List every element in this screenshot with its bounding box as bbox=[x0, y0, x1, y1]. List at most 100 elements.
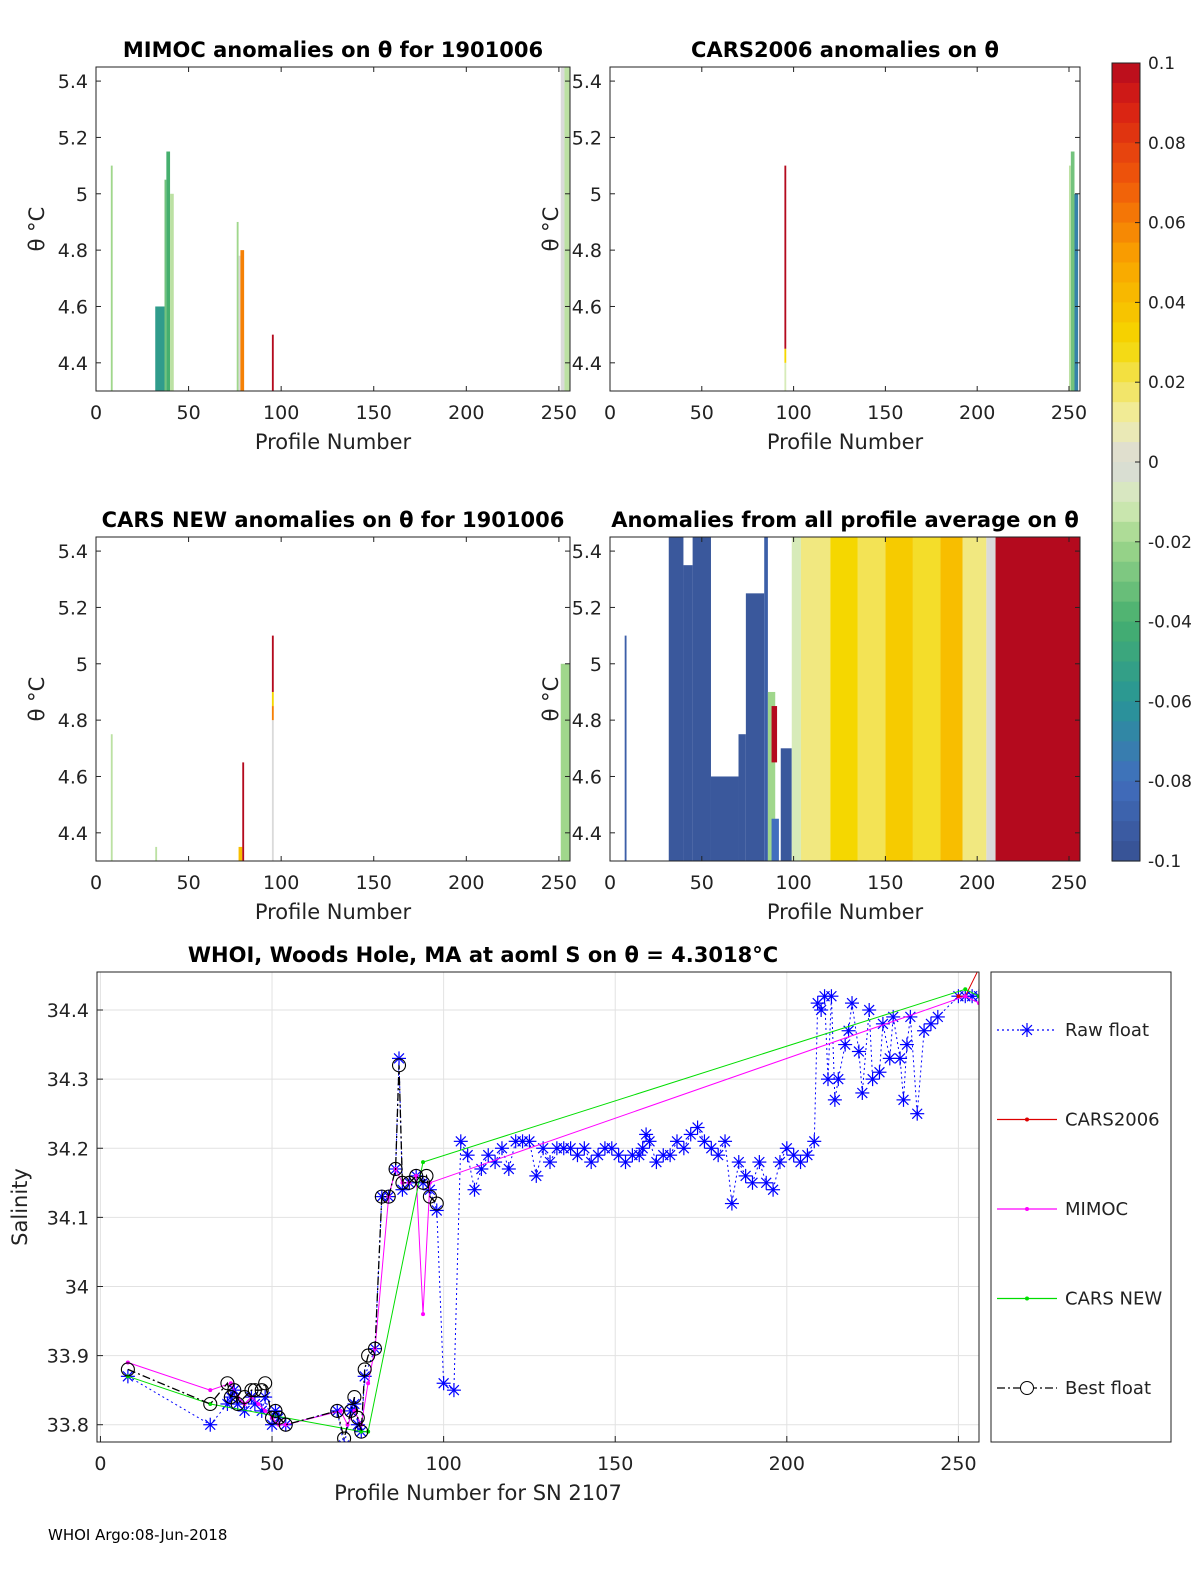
colorbar: 0.1 0.08 0.06 0.04 0.02 0 -0.02 -0.04 -0.06 -0.08… bbox=[1111, 54, 1192, 872]
y-tick-label: 5 bbox=[76, 654, 88, 676]
data-point bbox=[613, 1149, 625, 1161]
y-tick-label: 5.4 bbox=[572, 71, 602, 93]
legend-marker bbox=[1020, 1381, 1034, 1395]
y-tick-label: 4.4 bbox=[572, 353, 602, 375]
anomaly-patch-2 bbox=[784, 348, 787, 363]
colorbar-tick-label: -0.02 bbox=[1148, 533, 1192, 553]
data-point bbox=[503, 1163, 515, 1175]
y-tick-label: 34.1 bbox=[47, 1207, 89, 1229]
data-point bbox=[753, 1156, 765, 1168]
y-tick-label: 4.6 bbox=[572, 766, 602, 788]
anomaly-patch-1 bbox=[784, 362, 787, 391]
data-point bbox=[733, 1156, 745, 1168]
y-tick-label: 5.4 bbox=[58, 541, 88, 563]
data-point bbox=[846, 997, 858, 1009]
legend-item-cars2006: CARS2006 bbox=[997, 1110, 1160, 1131]
data-point bbox=[973, 990, 979, 998]
anomaly-patch-8 bbox=[271, 635, 274, 692]
data-point bbox=[874, 1066, 885, 1078]
anomaly-patch-14 bbox=[800, 537, 831, 861]
colorbar-swatch bbox=[1112, 681, 1140, 702]
footer-credit: WHOI Argo:08-Jun-2018 bbox=[48, 1526, 228, 1544]
legend-label: CARS2006 bbox=[1065, 1110, 1160, 1131]
data-point bbox=[264, 1410, 280, 1425]
y-tick-label: 4.8 bbox=[572, 710, 602, 732]
data-point bbox=[367, 1341, 383, 1356]
data-point bbox=[283, 1422, 288, 1427]
data-point bbox=[740, 1170, 752, 1182]
colorbar-swatch bbox=[1112, 801, 1140, 822]
x-tick-label: 250 bbox=[1051, 402, 1087, 424]
y-tick-label: 4.8 bbox=[58, 710, 88, 732]
anomaly-patch-7 bbox=[271, 691, 274, 707]
anomaly-patch-10 bbox=[771, 706, 778, 763]
data-point bbox=[578, 1142, 590, 1154]
x-tick-label: 100 bbox=[425, 1453, 461, 1475]
data-point bbox=[429, 1196, 444, 1211]
anomaly-patch-9 bbox=[271, 334, 274, 391]
anomaly-patch-3 bbox=[784, 165, 787, 349]
data-point bbox=[227, 1383, 242, 1398]
data-point bbox=[419, 1168, 434, 1183]
data-point bbox=[338, 1408, 343, 1413]
y-tick-label: 4.4 bbox=[58, 353, 88, 375]
anomaly-patch-18 bbox=[912, 537, 941, 861]
colorbar-tick-label: 0.08 bbox=[1148, 134, 1186, 154]
data-point bbox=[256, 1401, 261, 1406]
chart-title: WHOI, Woods Hole, MA at aoml S on θ = 4.… bbox=[188, 943, 778, 967]
x-tick-label: 250 bbox=[541, 872, 577, 894]
colorbar-swatch bbox=[1112, 521, 1140, 543]
series-layer bbox=[120, 967, 981, 1442]
data-point bbox=[263, 1408, 268, 1413]
colorbar-tick-label: 0.06 bbox=[1148, 214, 1186, 234]
colorbar-swatch bbox=[1112, 701, 1140, 722]
data-point bbox=[853, 1046, 865, 1057]
data-point bbox=[815, 1004, 827, 1016]
anomaly-patch-3 bbox=[164, 179, 167, 391]
y-tick-label: 5 bbox=[590, 184, 602, 206]
anomaly-patch-6 bbox=[1074, 193, 1079, 391]
data-point bbox=[565, 1142, 576, 1154]
legend-item-cars-new: CARS NEW bbox=[997, 1289, 1162, 1310]
colorbar-swatch bbox=[1112, 442, 1140, 463]
salinity-chart: 0 50 100 150 200 250 33.8 33.9 34 34.1 34.2 34.3 34.… bbox=[8, 943, 981, 1505]
anomaly-patch-7 bbox=[238, 255, 241, 391]
legend-marker bbox=[1025, 1117, 1029, 1122]
data-point bbox=[826, 990, 837, 1002]
x-tick-label: 100 bbox=[775, 402, 811, 424]
colorbar-swatch bbox=[1112, 282, 1140, 303]
anomaly-patch-22 bbox=[995, 537, 1080, 861]
y-tick-label: 34 bbox=[65, 1276, 89, 1298]
y-tick-label: 34.2 bbox=[47, 1138, 89, 1160]
colorbar-swatch bbox=[1112, 721, 1140, 742]
colorbar-swatch bbox=[1112, 102, 1140, 124]
data-point bbox=[530, 1170, 542, 1182]
colorbar-swatch bbox=[1112, 182, 1140, 204]
data-point bbox=[788, 1149, 800, 1161]
data-point bbox=[469, 1184, 480, 1196]
colorbar-swatch bbox=[1112, 462, 1140, 483]
data-point bbox=[249, 1398, 261, 1410]
data-point bbox=[664, 1149, 676, 1161]
data-point bbox=[977, 967, 981, 971]
y-tick-label: 5 bbox=[76, 184, 88, 206]
colorbar-swatch bbox=[1112, 82, 1140, 104]
anomaly-patch-1 bbox=[624, 635, 627, 861]
colorbar-swatch bbox=[1112, 841, 1140, 862]
plot-area bbox=[97, 972, 979, 1442]
data-point bbox=[421, 1312, 426, 1317]
series-line bbox=[127, 1065, 438, 1439]
anomaly-patch-3 bbox=[683, 565, 693, 861]
y-tick-label: 33.9 bbox=[47, 1346, 89, 1368]
plot-area bbox=[610, 67, 1080, 391]
x-tick-label: 0 bbox=[90, 872, 102, 894]
x-tick-label: 150 bbox=[356, 402, 392, 424]
patches bbox=[110, 635, 570, 861]
data-point bbox=[482, 1149, 494, 1161]
data-point bbox=[640, 1129, 652, 1140]
colorbar-swatch bbox=[1112, 262, 1140, 284]
data-point bbox=[839, 1039, 851, 1050]
y-tick-label: 4.6 bbox=[58, 296, 88, 318]
patches bbox=[624, 537, 1080, 861]
colorbar-swatch bbox=[1112, 821, 1140, 842]
